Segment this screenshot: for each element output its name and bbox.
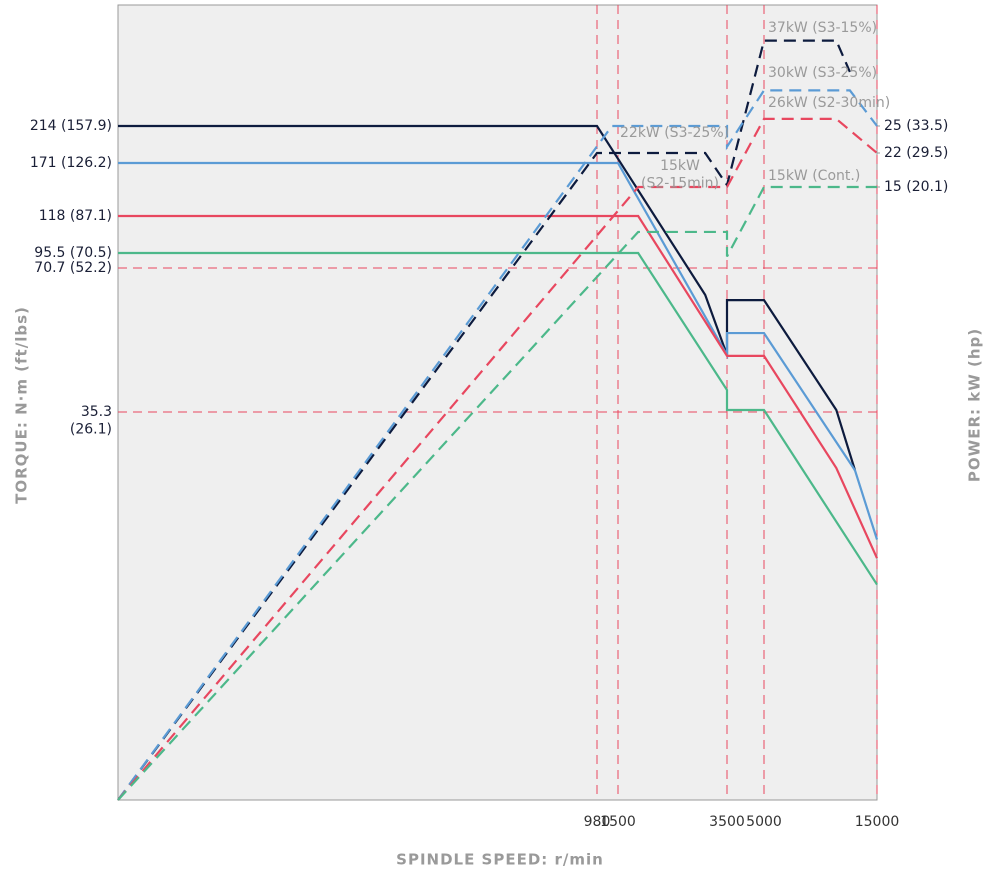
y-axis-title: TORQUE: N·m (ft/lbs) bbox=[13, 306, 31, 504]
y2-axis-title: POWER: kW (hp) bbox=[966, 328, 984, 482]
y2-tick-label: 25 (33.5) bbox=[884, 118, 948, 134]
x-tick-label: 5000 bbox=[746, 814, 782, 830]
annotation: 15kW (S2-15min) bbox=[641, 158, 719, 192]
series-line bbox=[118, 124, 857, 471]
series-label: 26kW (S2-30min) bbox=[768, 95, 890, 111]
x-tick-label: 3500 bbox=[709, 814, 745, 830]
y-tick-label: 95.5 (70.5) bbox=[34, 245, 112, 261]
plot-area bbox=[117, 4, 878, 801]
series-line bbox=[118, 251, 878, 586]
y-tick-label: 35.3 (26.1) bbox=[70, 404, 112, 438]
series-line bbox=[118, 161, 879, 540]
series-line bbox=[117, 89, 878, 801]
series-label: 15kW (Cont.) bbox=[768, 168, 860, 184]
y-tick-label: 118 (87.1) bbox=[39, 208, 112, 224]
series-label: 37kW (S3-15%) bbox=[768, 20, 877, 36]
series-label: 30kW (S3-25%) bbox=[768, 65, 877, 81]
y2-tick-label: 22 (29.5) bbox=[884, 145, 948, 161]
y-tick-label: 70.7 (52.2) bbox=[34, 260, 112, 276]
x-tick-label: 1500 bbox=[600, 814, 636, 830]
series-line bbox=[117, 117, 878, 801]
x-tick-label: 980 bbox=[584, 814, 611, 830]
y-tick-label: 214 (157.9) bbox=[30, 118, 112, 134]
x-axis-title: SPINDLE SPEED: r/min bbox=[396, 851, 604, 869]
annotation: 22kW (S3-25%) bbox=[620, 125, 729, 141]
y-tick-label: 171 (126.2) bbox=[30, 155, 112, 171]
x-tick-label: 15000 bbox=[855, 814, 900, 830]
y2-tick-label: 15 (20.1) bbox=[884, 179, 948, 195]
